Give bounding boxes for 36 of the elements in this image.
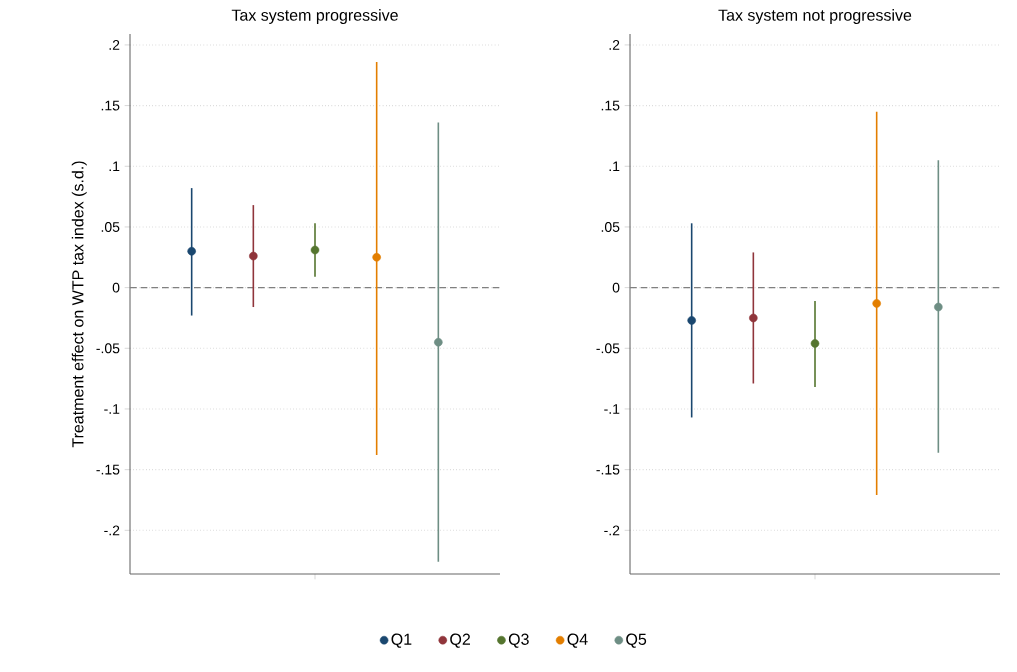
- y-tick-label: .05: [601, 222, 620, 232]
- y-tick-label: .2: [109, 40, 120, 50]
- y-tick-label: -.2: [104, 525, 120, 536]
- y-tick-label: -.15: [596, 464, 620, 475]
- y-tick-label: -.05: [596, 343, 620, 354]
- chart-title: Tax system not progressive: [718, 9, 912, 24]
- legend-label: Q3: [508, 633, 529, 648]
- point: [249, 251, 258, 261]
- y-tick-label: -.1: [604, 404, 620, 414]
- point: [810, 339, 820, 348]
- y-tick-label: -.2: [604, 525, 620, 536]
- y-tick-label: .1: [609, 161, 620, 172]
- y-tick-label: -.15: [96, 464, 120, 475]
- y-tick-label: -.1: [104, 404, 120, 414]
- y-tick-label: -.05: [96, 343, 120, 354]
- point: [934, 302, 943, 312]
- y-tick-label: .15: [601, 100, 620, 111]
- chart-title: Tax system progressive: [231, 9, 398, 24]
- y-tick-label: .15: [101, 100, 120, 111]
- y-axis-title: Treatment effect on WTP tax index (s.d.): [71, 161, 87, 448]
- legend-label: Q4: [567, 633, 588, 648]
- legend-label: Q5: [626, 633, 647, 648]
- legend-label: Q1: [391, 633, 412, 648]
- point: [310, 245, 320, 255]
- point: [872, 299, 881, 308]
- y-tick-label: .2: [609, 40, 620, 50]
- point: [687, 316, 696, 325]
- y-tick-label: .05: [101, 222, 120, 232]
- point: [372, 253, 381, 262]
- legend-label: Q2: [450, 633, 470, 648]
- point: [749, 313, 758, 323]
- y-tick-label: 0: [112, 282, 120, 293]
- point: [187, 246, 196, 256]
- y-tick-label: .1: [109, 161, 120, 172]
- y-tick-label: 0: [612, 282, 620, 293]
- point: [434, 337, 443, 347]
